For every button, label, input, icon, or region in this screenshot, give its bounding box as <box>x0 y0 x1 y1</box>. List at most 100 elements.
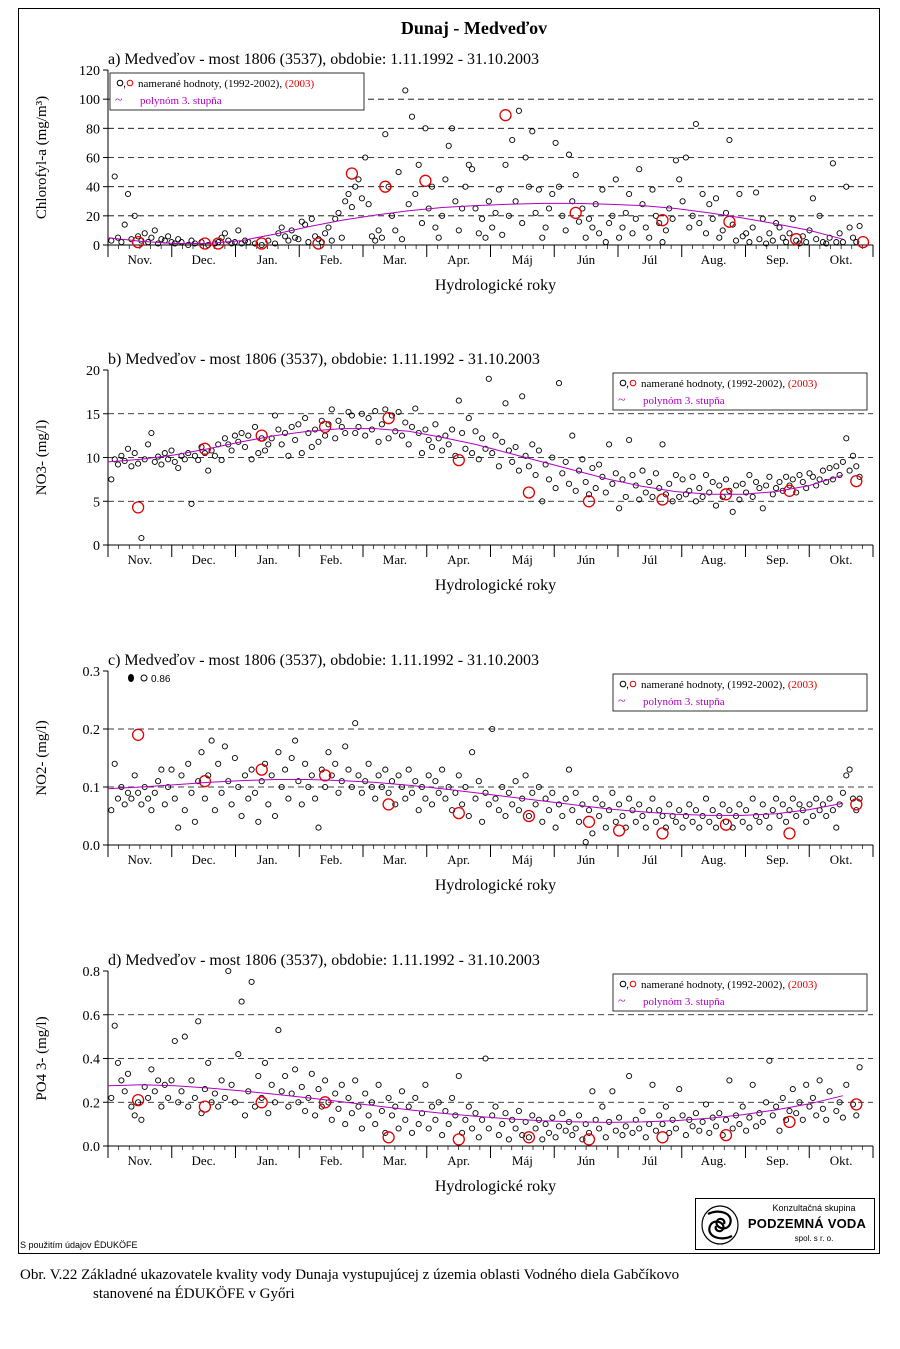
data-point <box>579 456 586 463</box>
data-point <box>565 151 573 158</box>
data-point <box>181 1033 188 1040</box>
data-point <box>295 1099 302 1106</box>
data-point <box>532 1125 539 1132</box>
data-point <box>489 224 496 231</box>
data-point <box>215 760 222 767</box>
data-point <box>582 1121 589 1128</box>
data-point <box>709 807 716 814</box>
data-point <box>402 1116 409 1123</box>
data-point <box>585 491 593 498</box>
highlight-point <box>452 806 465 820</box>
data-point <box>165 1094 172 1101</box>
data-point <box>205 467 212 474</box>
data-point <box>575 1112 583 1119</box>
data-point <box>328 1116 335 1123</box>
data-point <box>649 795 656 802</box>
data-point <box>131 212 138 219</box>
data-point <box>348 412 355 419</box>
data-point <box>726 136 733 144</box>
data-point <box>114 795 122 802</box>
data-point <box>602 239 609 246</box>
data-point <box>475 230 482 237</box>
data-point <box>676 493 683 500</box>
x-tick-label: Aug. <box>701 852 727 867</box>
data-point <box>165 783 172 791</box>
data-point <box>582 478 589 486</box>
data-point <box>435 789 442 796</box>
data-point <box>485 801 492 808</box>
data-point <box>545 476 553 483</box>
data-point <box>569 807 576 814</box>
data-point <box>472 795 479 802</box>
data-point <box>221 230 228 237</box>
data-point <box>439 1132 446 1139</box>
data-point <box>245 795 252 802</box>
data-point <box>432 778 439 785</box>
data-point <box>439 447 446 454</box>
data-point <box>766 1057 773 1064</box>
data-point <box>358 195 365 202</box>
data-point <box>188 500 195 507</box>
data-point <box>522 154 529 161</box>
data-point <box>288 423 295 430</box>
data-point <box>205 1059 212 1066</box>
x-tick-label: Nov. <box>127 252 152 267</box>
data-point <box>235 227 242 234</box>
data-point <box>355 1103 362 1110</box>
x-tick-label: Okt. <box>830 1153 853 1168</box>
x-tick-label: Feb. <box>320 1153 343 1168</box>
data-point <box>592 485 599 492</box>
highlight-point <box>656 1131 669 1144</box>
data-point <box>515 467 522 474</box>
x-axis-label: Hydrologické roky <box>435 277 556 294</box>
data-point <box>432 1116 439 1123</box>
data-point <box>505 212 512 219</box>
data-point <box>305 429 312 437</box>
data-point <box>472 428 479 435</box>
data-point <box>803 818 810 825</box>
data-point <box>559 812 566 820</box>
data-point <box>555 1123 563 1130</box>
data-point <box>535 186 542 193</box>
chart-title: b) Medveďov - most 1806 (3537), obdobie:… <box>108 351 540 368</box>
data-point <box>171 458 178 465</box>
data-point <box>479 1116 486 1123</box>
data-point <box>519 1132 526 1139</box>
y-axis-label: Chlorofyl-a (mg/m³) <box>34 96 50 219</box>
data-point <box>786 1107 793 1115</box>
data-point <box>465 161 472 168</box>
data-point <box>151 458 158 465</box>
data-point <box>422 1081 429 1088</box>
figure-caption: Obr. V.22 Základné ukazovatele kvality v… <box>20 1266 679 1304</box>
data-point <box>275 426 282 433</box>
data-point <box>499 231 506 238</box>
data-point <box>342 198 349 205</box>
highlight-point <box>656 214 669 227</box>
data-point <box>124 789 132 796</box>
data-point <box>602 1134 609 1141</box>
data-point <box>565 480 573 487</box>
data-point <box>722 476 730 483</box>
data-point <box>268 772 275 779</box>
data-point <box>766 824 773 831</box>
x-tick-label: Feb. <box>320 252 343 267</box>
logo-line3: spol. s r. o. <box>794 1234 834 1243</box>
data-point <box>398 432 406 439</box>
data-point <box>809 473 816 480</box>
data-point <box>809 195 816 202</box>
data-point <box>636 801 643 808</box>
data-point <box>392 1103 399 1110</box>
data-point <box>365 201 372 208</box>
data-point <box>255 450 262 457</box>
data-point <box>332 1090 339 1097</box>
data-point <box>148 429 155 437</box>
fit-curve <box>107 428 844 495</box>
data-point <box>756 485 763 492</box>
data-point <box>148 1066 155 1073</box>
data-point <box>786 807 793 814</box>
data-point <box>415 161 422 168</box>
data-point <box>338 1081 345 1088</box>
data-point <box>452 198 459 205</box>
x-tick-label: Okt. <box>830 552 853 567</box>
data-point <box>435 435 442 442</box>
